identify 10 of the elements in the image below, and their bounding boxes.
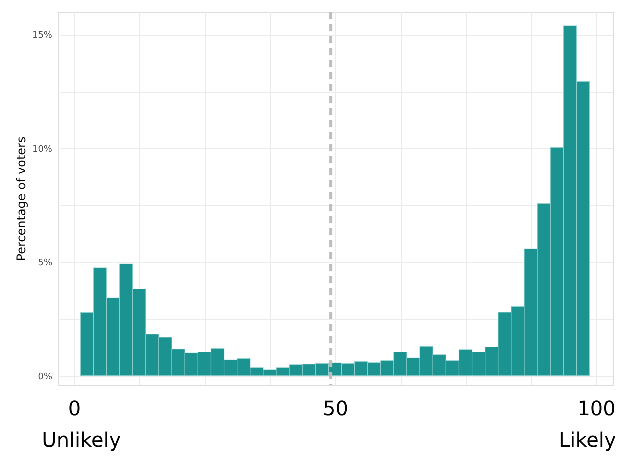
text: Likely — [559, 428, 616, 452]
y-tick-label: 0% — [38, 372, 53, 382]
y-tick-label: 15% — [32, 31, 53, 42]
x-tick-label: 50 — [323, 396, 348, 420]
y-tick-label: 5% — [38, 258, 53, 269]
text: Unlikely — [42, 428, 122, 452]
y-axis-title: Percentage of voters — [14, 136, 28, 262]
x-tick-label: 0 — [68, 396, 82, 420]
y-tick-label: 10% — [32, 144, 53, 155]
x-tick-label: 100 — [578, 396, 616, 420]
